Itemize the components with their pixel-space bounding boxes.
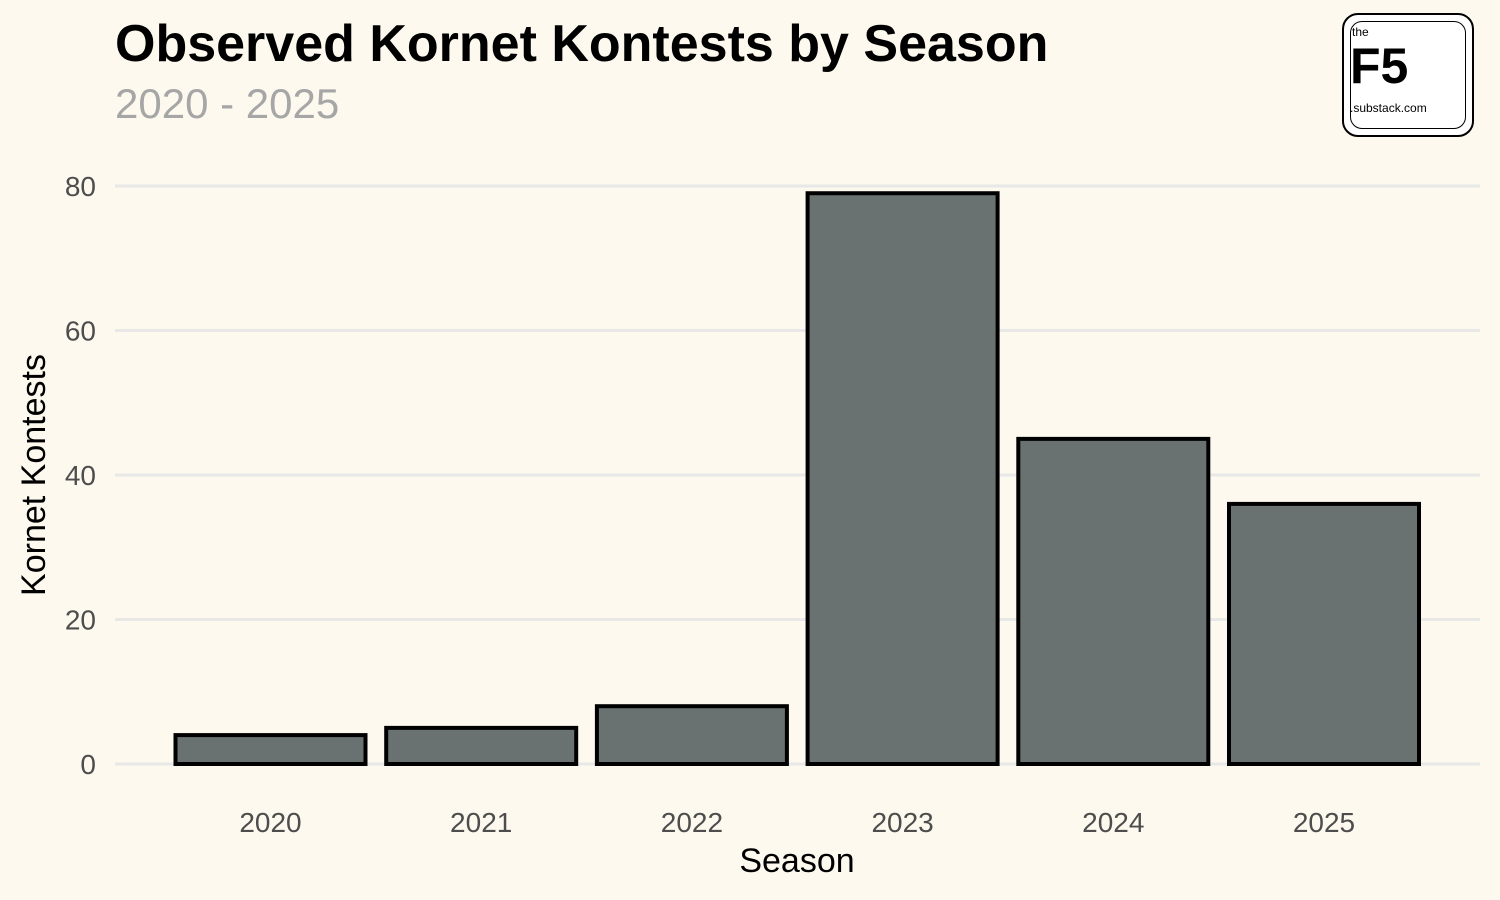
bar-2023 [805, 191, 1000, 767]
logo-the-text: the [1352, 25, 1369, 39]
y-tick-label: 40 [65, 460, 96, 491]
bar-2022 [594, 704, 789, 767]
bar-2024 [1016, 436, 1211, 766]
chart-title: Observed Kornet Kontests by Season [115, 15, 1049, 73]
bar-2025 [1227, 501, 1421, 766]
x-axis-label: Season [739, 842, 854, 880]
x-axis-ticks: 2020 2021 2022 2023 2024 2025 [239, 807, 1355, 838]
y-tick-label: 20 [65, 605, 96, 636]
x-tick-label: 2020 [239, 807, 301, 838]
y-axis-ticks: 0 20 40 60 80 [65, 171, 96, 780]
bars [173, 191, 1421, 767]
logo-inner-border [1350, 21, 1466, 129]
x-tick-label: 2024 [1082, 807, 1144, 838]
y-tick-label: 60 [65, 316, 96, 347]
bar-2020 [173, 733, 368, 766]
y-axis-label: Kornet Kontests [15, 354, 53, 596]
x-tick-label: 2021 [450, 807, 512, 838]
x-tick-label: 2025 [1293, 807, 1355, 838]
f5-logo: the F5 .substack.com [1342, 13, 1474, 137]
logo-sub-text: .substack.com [1350, 101, 1427, 115]
x-tick-label: 2022 [661, 807, 723, 838]
y-tick-label: 0 [80, 749, 96, 780]
x-tick-label: 2023 [871, 807, 933, 838]
chart-subtitle: 2020 - 2025 [115, 80, 340, 127]
logo-main-text: F5 [1350, 38, 1409, 94]
bar-2021 [384, 725, 579, 766]
y-tick-label: 80 [65, 171, 96, 202]
